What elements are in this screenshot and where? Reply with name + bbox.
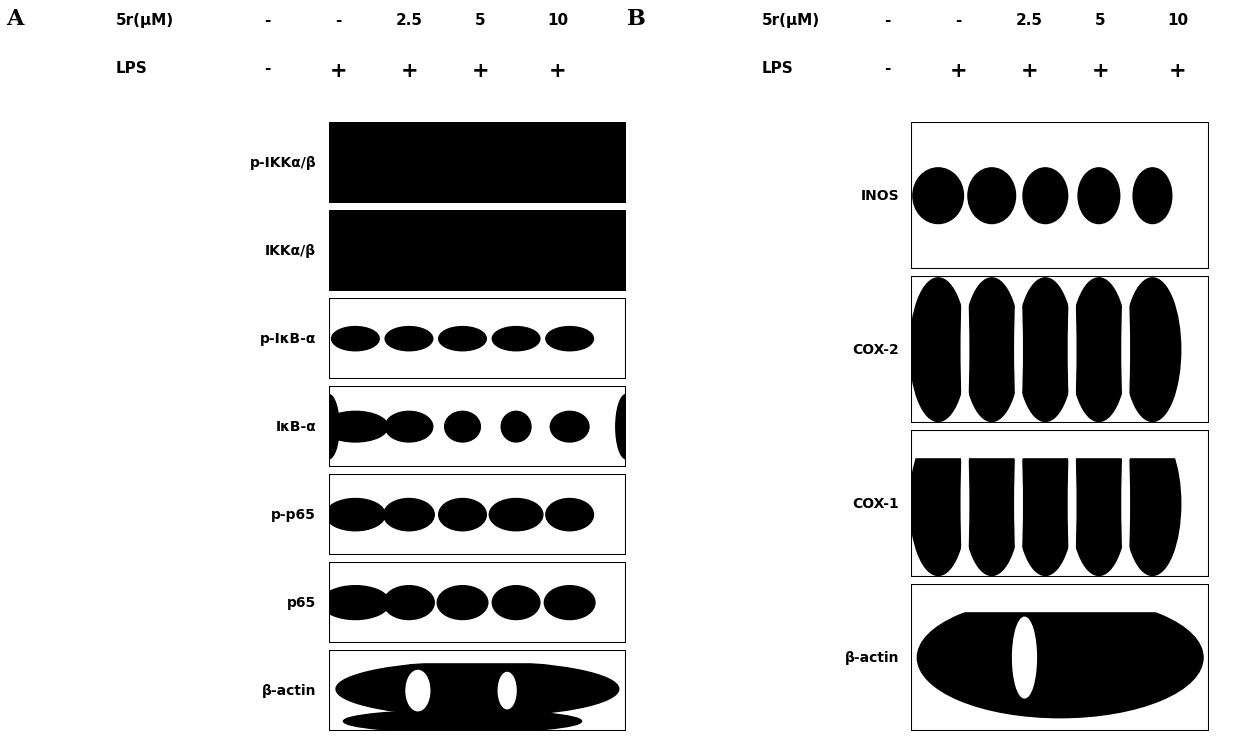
Ellipse shape [383,499,434,531]
Bar [911,427,1209,457]
Ellipse shape [336,662,619,716]
Text: +: + [1169,62,1187,82]
Ellipse shape [1070,432,1127,576]
Text: +: + [1091,62,1110,82]
Text: p65: p65 [286,596,316,610]
Ellipse shape [319,395,339,459]
Ellipse shape [1023,168,1068,223]
Ellipse shape [546,499,594,531]
Ellipse shape [445,411,480,442]
Text: +: + [330,62,347,82]
Ellipse shape [490,499,543,531]
Text: +: + [950,62,967,82]
Ellipse shape [383,585,434,620]
Ellipse shape [1069,432,1076,576]
Ellipse shape [546,326,594,351]
Ellipse shape [963,278,1021,421]
Text: -: - [335,13,342,27]
Ellipse shape [343,710,582,732]
Ellipse shape [405,671,430,711]
Text: IκB-α: IκB-α [275,420,316,433]
Ellipse shape [551,411,589,442]
Text: -: - [884,62,890,76]
Text: p-IκB-α: p-IκB-α [260,332,316,346]
Text: COX-2: COX-2 [852,343,899,357]
Ellipse shape [961,278,968,421]
Ellipse shape [1122,432,1130,576]
Text: B: B [626,8,645,30]
Ellipse shape [326,499,386,531]
Ellipse shape [1017,278,1074,421]
Text: +: + [1021,62,1038,82]
Ellipse shape [1017,432,1074,576]
Text: 2.5: 2.5 [396,13,423,27]
Ellipse shape [1014,432,1022,576]
Text: -: - [884,13,890,27]
Ellipse shape [1133,168,1172,223]
Ellipse shape [439,326,486,351]
Ellipse shape [910,278,966,421]
Text: β-actin: β-actin [844,651,899,665]
Text: LPS: LPS [761,62,794,76]
Ellipse shape [492,585,539,620]
Ellipse shape [1125,432,1180,576]
Ellipse shape [438,585,487,620]
Text: COX-1: COX-1 [852,496,899,510]
Ellipse shape [1078,168,1120,223]
Ellipse shape [963,432,1021,576]
Ellipse shape [616,395,636,459]
Text: p-p65: p-p65 [272,508,316,522]
Text: 5: 5 [1095,13,1106,27]
Text: 2.5: 2.5 [1016,13,1043,27]
Text: INOS: INOS [861,188,899,203]
Text: β-actin: β-actin [262,683,316,697]
Text: +: + [471,62,490,82]
Ellipse shape [544,585,595,620]
Ellipse shape [331,326,379,351]
Text: 5r(μM): 5r(μM) [761,13,820,27]
Text: IKKα/β: IKKα/β [265,243,316,257]
Ellipse shape [498,672,516,709]
Text: 10: 10 [1167,13,1188,27]
Bar [911,582,1209,611]
Bar [329,650,626,663]
Ellipse shape [386,326,433,351]
Ellipse shape [1122,278,1130,421]
Text: +: + [401,62,418,82]
Ellipse shape [439,499,486,531]
Text: 5: 5 [475,13,486,27]
Text: A: A [6,8,24,30]
Text: -: - [955,13,962,27]
Ellipse shape [913,168,963,223]
Text: -: - [264,13,270,27]
Ellipse shape [321,585,389,620]
Ellipse shape [961,432,968,576]
Ellipse shape [322,411,388,442]
Ellipse shape [1070,278,1127,421]
Ellipse shape [968,168,1016,223]
Ellipse shape [910,432,966,576]
Text: p-IKKα/β: p-IKKα/β [249,156,316,170]
Ellipse shape [1014,278,1022,421]
Text: 10: 10 [547,13,568,27]
Ellipse shape [386,411,433,442]
Ellipse shape [918,597,1203,718]
Text: 5r(μM): 5r(μM) [117,13,174,27]
Ellipse shape [1125,278,1180,421]
Text: LPS: LPS [117,62,148,76]
Text: -: - [264,62,270,76]
Ellipse shape [1013,617,1037,698]
Ellipse shape [492,326,539,351]
Ellipse shape [501,411,531,442]
Text: +: + [549,62,567,82]
Ellipse shape [1069,278,1076,421]
